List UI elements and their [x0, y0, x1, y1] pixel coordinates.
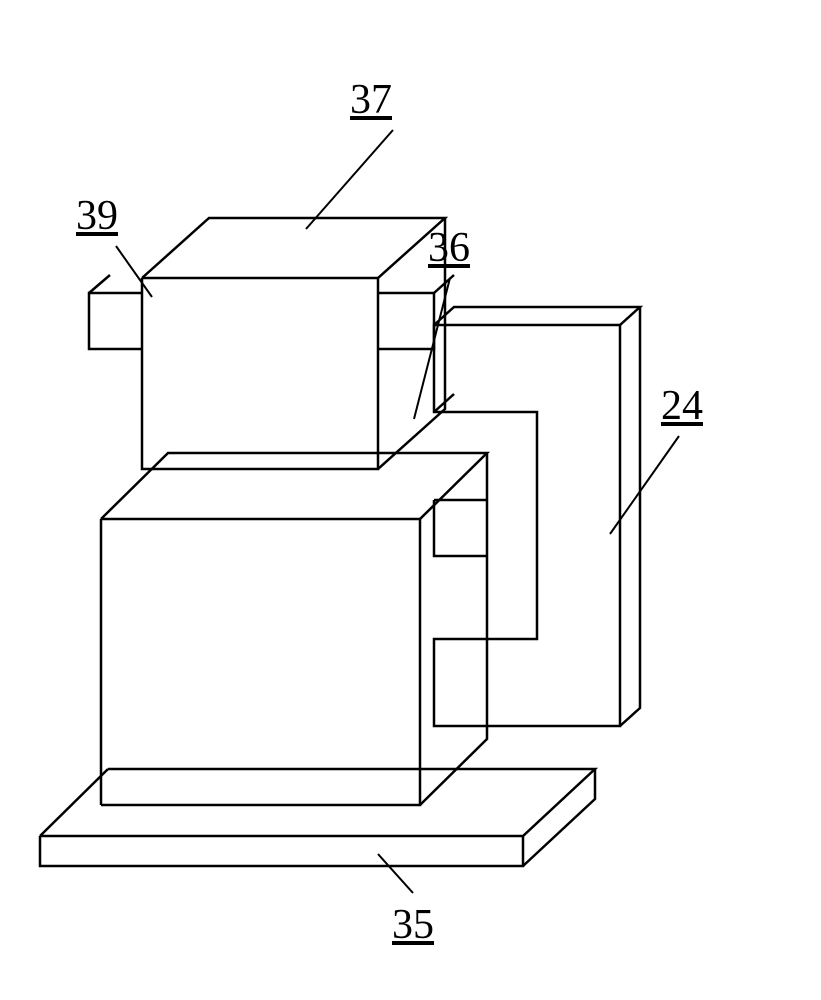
lower-box [101, 453, 487, 805]
label-24: 24 [661, 382, 703, 430]
upper-box [142, 218, 445, 469]
right-peg [378, 275, 454, 349]
left-peg [89, 275, 142, 349]
label-35: 35 [392, 901, 434, 949]
label-36: 36 [428, 224, 470, 272]
bracket [434, 307, 640, 726]
label-39: 39 [76, 192, 118, 240]
inner-pin [434, 500, 487, 556]
label-37: 37 [350, 76, 392, 124]
base-plate [40, 769, 595, 866]
diagram-canvas [0, 0, 821, 1000]
